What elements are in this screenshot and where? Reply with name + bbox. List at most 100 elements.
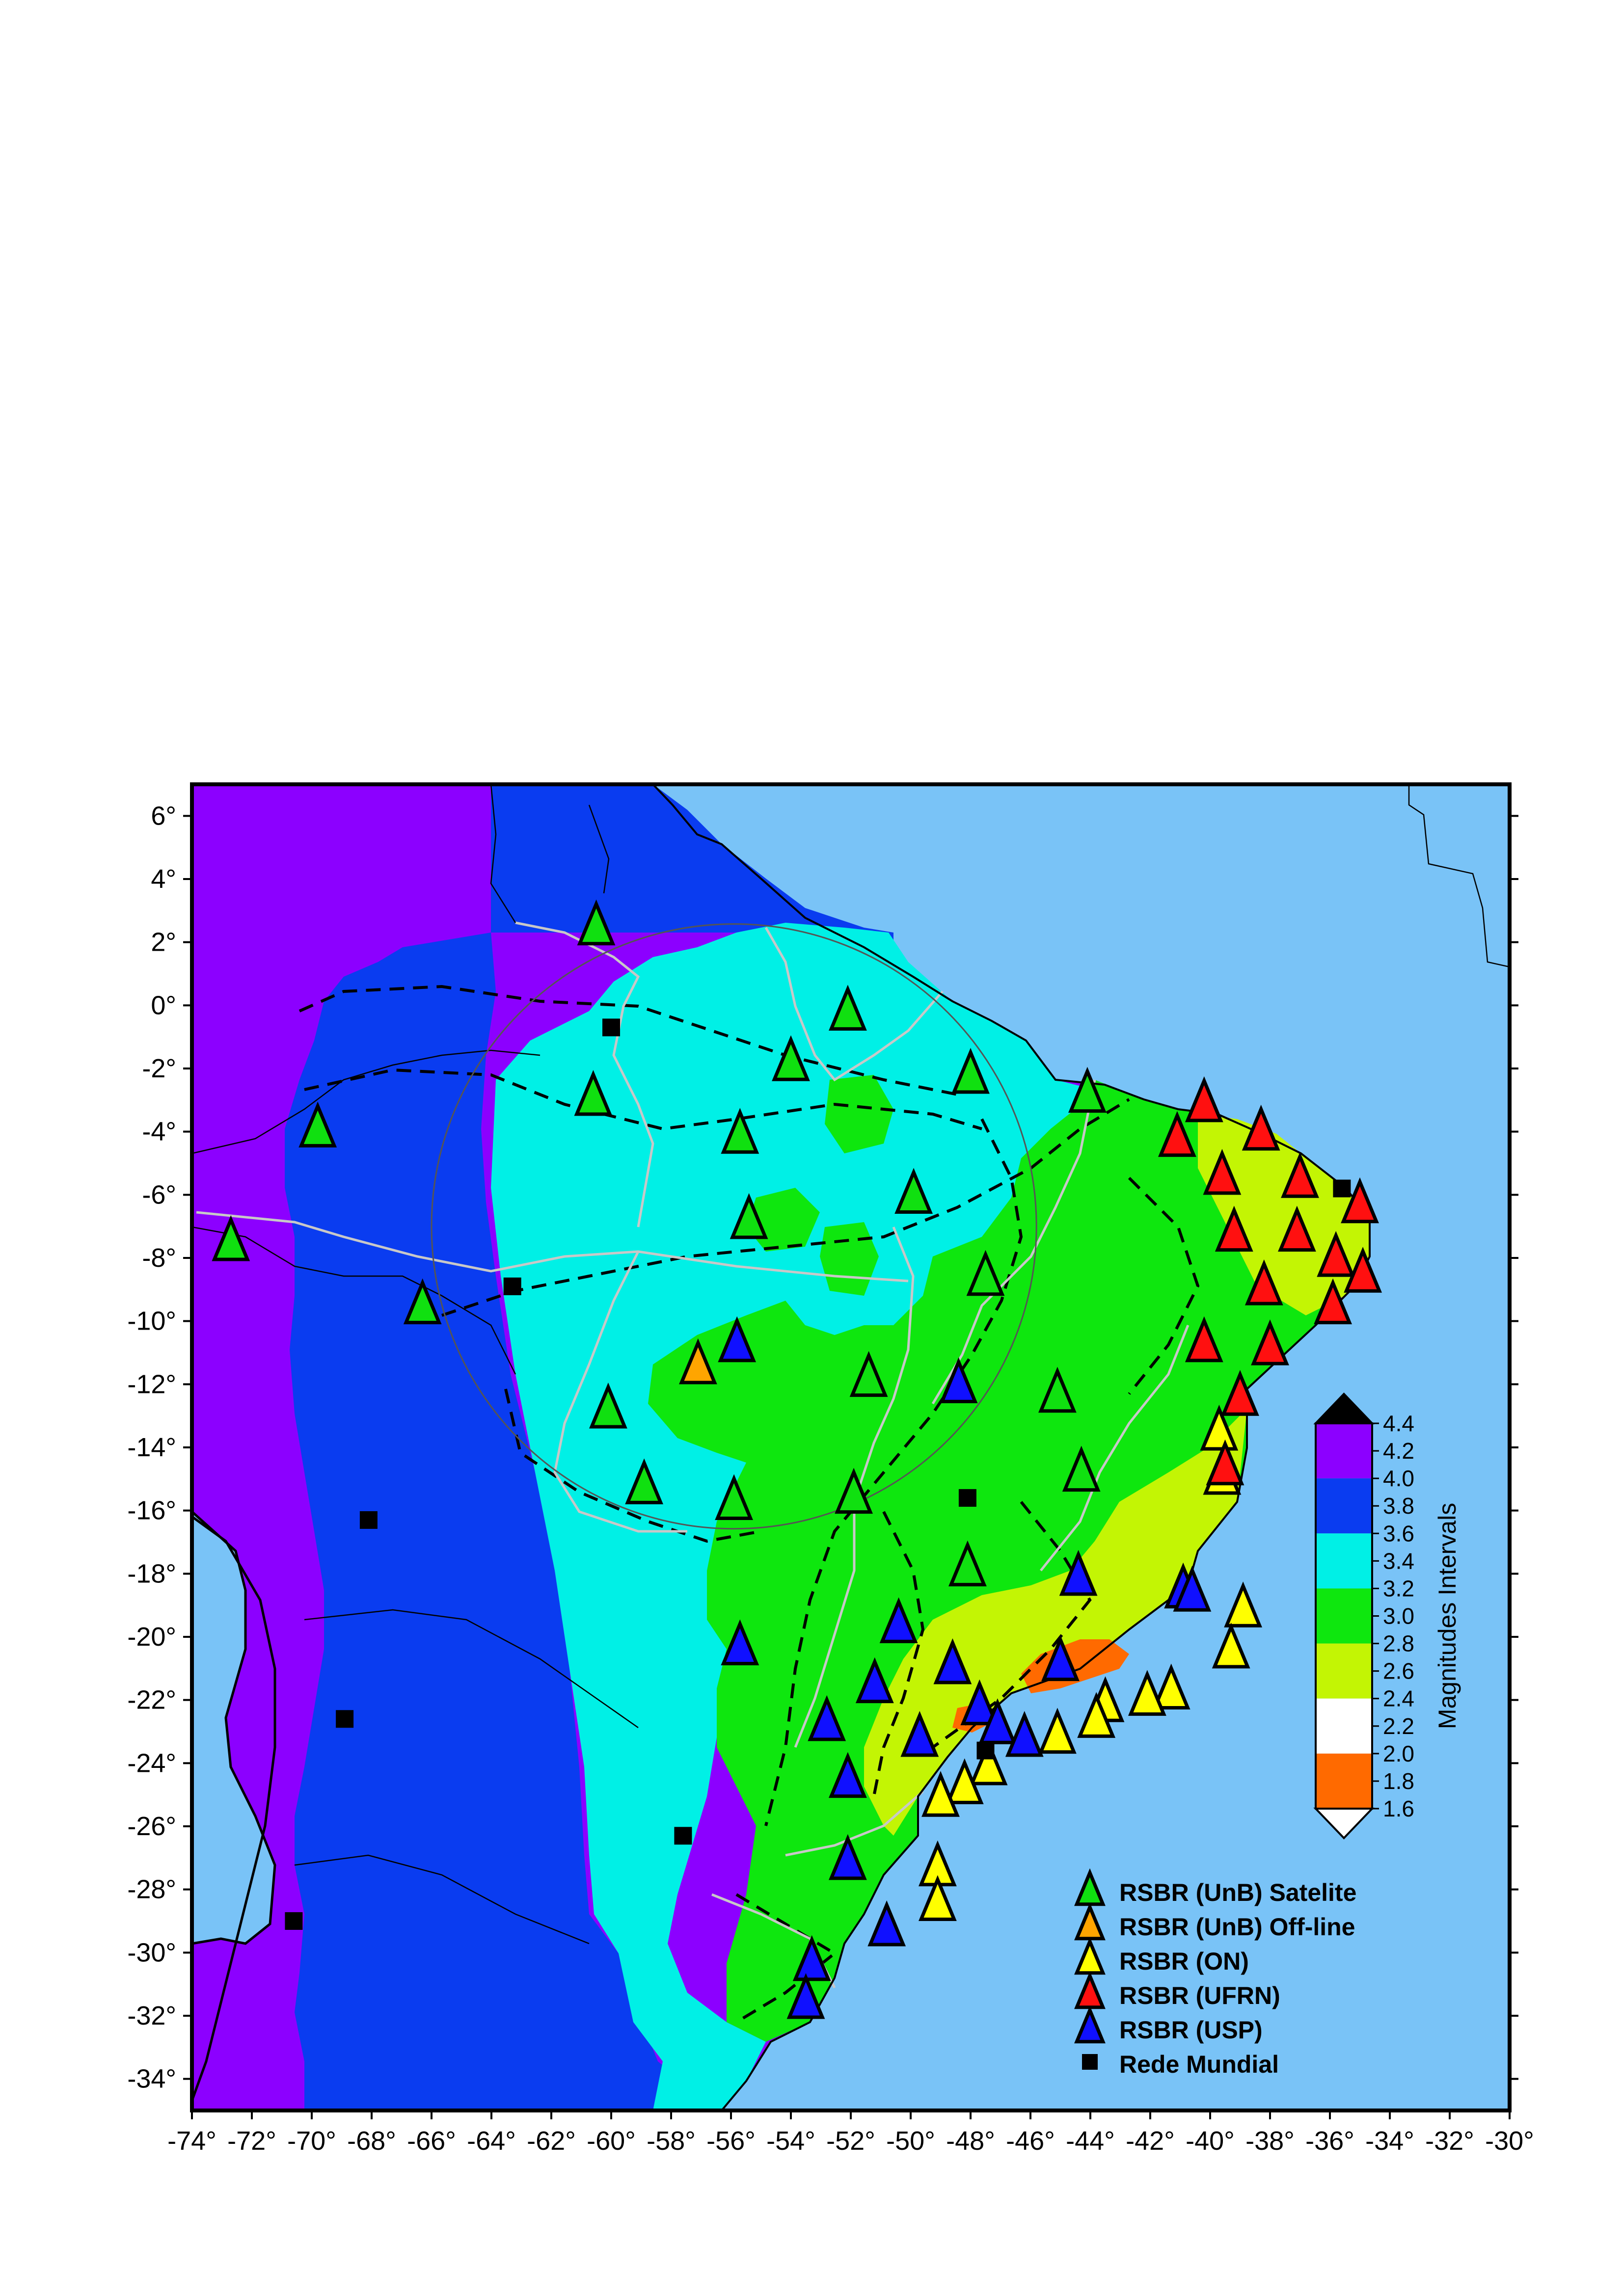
y-tick-label: -6° <box>142 1180 176 1209</box>
x-tick-label: -46° <box>1006 2126 1055 2156</box>
station-rede-mundial <box>1333 1179 1351 1198</box>
colorscale-tick-label: 2.6 <box>1383 1658 1414 1684</box>
x-tick-label: -62° <box>527 2126 576 2156</box>
y-tick-label: -10° <box>127 1307 176 1336</box>
station-usp <box>808 1695 846 1741</box>
station-ufrn <box>1344 1247 1382 1293</box>
colorscale-tick-label: 4.2 <box>1383 1438 1414 1464</box>
station-rede-mundial <box>958 1489 976 1507</box>
x-tick-label: -48° <box>946 2126 995 2156</box>
y-tick-label: -20° <box>127 1622 176 1652</box>
station-ufrn <box>1203 1148 1242 1195</box>
y-tick-label: -34° <box>127 2064 176 2094</box>
station-ufrn <box>1242 1104 1280 1151</box>
x-tick-label: -54° <box>766 2126 815 2156</box>
station-usp <box>1041 1635 1080 1682</box>
x-axis: -74° -72° -70° -68° -66° -64° -62° -60° -58° -56°… <box>167 2110 1534 2156</box>
y-axis: 6° 4° 2° 0° -2° -4° -6° -8° -10° -12° -14° -16° -18°… <box>127 801 1518 2094</box>
station-ufrn <box>1341 1177 1379 1224</box>
y-tick-label: -18° <box>127 1559 176 1588</box>
colorscale-tick-label: 3.0 <box>1383 1603 1414 1629</box>
international-borders <box>192 784 1510 1945</box>
y-tick-label: -14° <box>127 1433 176 1462</box>
station-usp <box>855 1657 894 1704</box>
legend-marker <box>1082 2054 1098 2070</box>
station-unb-satelite <box>1068 1067 1107 1113</box>
legend-item-label: RSBR (UFRN) <box>1119 1982 1280 2009</box>
station-unb-satelite <box>966 1250 1005 1296</box>
station-on <box>969 1739 1008 1786</box>
station-usp <box>978 1698 1017 1744</box>
band-2-8-3-2 <box>648 1080 1370 2042</box>
legend-marker <box>1074 2005 1106 2044</box>
station-unb-satelite <box>625 1458 663 1504</box>
station-unb-satelite <box>730 1193 768 1239</box>
y-tick-label: -28° <box>127 1875 176 1904</box>
station-usp <box>829 1752 867 1798</box>
station-usp <box>960 1679 999 1726</box>
station-rede-mundial <box>674 1827 692 1845</box>
station-ufrn <box>1314 1278 1352 1325</box>
station-on <box>1212 1622 1250 1669</box>
station-rede-mundial <box>359 1511 378 1529</box>
x-tick-label: -44° <box>1066 2126 1115 2156</box>
x-tick-label: -38° <box>1245 2126 1295 2156</box>
y-tick-label: -30° <box>127 1938 176 1967</box>
band-3-6-4-0 <box>285 784 893 2110</box>
station-ufrn <box>1206 1439 1244 1486</box>
legend-item-label: Rede Mundial <box>1119 2051 1279 2078</box>
legend-item-label: RSBR (USP) <box>1119 2016 1263 2044</box>
station-usp <box>939 1357 978 1403</box>
x-tick-label: -60° <box>587 2126 636 2156</box>
station-ufrn <box>1278 1205 1316 1252</box>
colorscale-tick-label: 3.2 <box>1383 1575 1414 1601</box>
colorscale-tick-label: 3.4 <box>1383 1548 1414 1574</box>
station-unb-satelite <box>577 899 616 946</box>
station-unb-satelite <box>835 1468 873 1514</box>
colorscale-band <box>1316 1423 1372 1479</box>
x-tick-label: -30° <box>1485 2126 1534 2156</box>
station-unb-satelite <box>589 1382 627 1429</box>
x-tick-label: -40° <box>1186 2126 1235 2156</box>
station-usp <box>1173 1566 1212 1612</box>
station-rede-mundial <box>602 1018 620 1037</box>
colorscale-tick-label: 1.8 <box>1383 1768 1414 1794</box>
station-usp <box>786 1973 825 2019</box>
station-unb-satelite <box>951 1047 990 1094</box>
station-rede-mundial <box>336 1710 354 1728</box>
x-tick-label: -34° <box>1365 2126 1414 2156</box>
y-tick-label: -32° <box>127 2001 176 2030</box>
x-tick-label: -32° <box>1425 2126 1474 2156</box>
province-boundaries <box>298 985 1200 2024</box>
coastline-west <box>192 1511 276 1945</box>
station-legend: RSBR (UnB) Satelite RSBR (UnB) Off-line RS… <box>1074 1868 1356 2078</box>
station-ufrn <box>1185 1316 1223 1362</box>
x-tick-label: -36° <box>1305 2126 1354 2156</box>
station-on <box>1200 1404 1239 1451</box>
trench-line <box>192 1515 276 2101</box>
x-tick-label: -74° <box>167 2126 216 2156</box>
station-usp <box>933 1638 972 1684</box>
y-tick-label: -22° <box>127 1685 176 1715</box>
colorscale-under <box>1313 1808 1375 1840</box>
station-ufrn <box>1185 1076 1223 1122</box>
x-tick-label: -52° <box>826 2126 875 2156</box>
colorscale-tick-label: 4.0 <box>1383 1466 1414 1491</box>
station-ufrn <box>1221 1370 1259 1416</box>
x-tick-label: -64° <box>467 2126 516 2156</box>
magnitude-colorscale: 4.44.24.03.83.63.43.23.02.82.62.42.22.01… <box>1313 1392 1461 1840</box>
colorscale-band <box>1316 1643 1372 1699</box>
station-usp <box>718 1316 757 1362</box>
station-on <box>919 1875 957 1922</box>
station-ufrn <box>1281 1152 1319 1198</box>
station-unb-satelite <box>894 1168 933 1214</box>
colorscale-tick-label: 3.6 <box>1383 1521 1414 1546</box>
station-on <box>921 1771 960 1817</box>
y-tick-label: -12° <box>127 1369 176 1399</box>
x-tick-label: -58° <box>647 2126 696 2156</box>
station-usp <box>879 1597 918 1643</box>
station-usp <box>900 1710 939 1757</box>
station-ufrn <box>1251 1319 1289 1365</box>
colorscale-tick-label: 2.0 <box>1383 1741 1414 1766</box>
